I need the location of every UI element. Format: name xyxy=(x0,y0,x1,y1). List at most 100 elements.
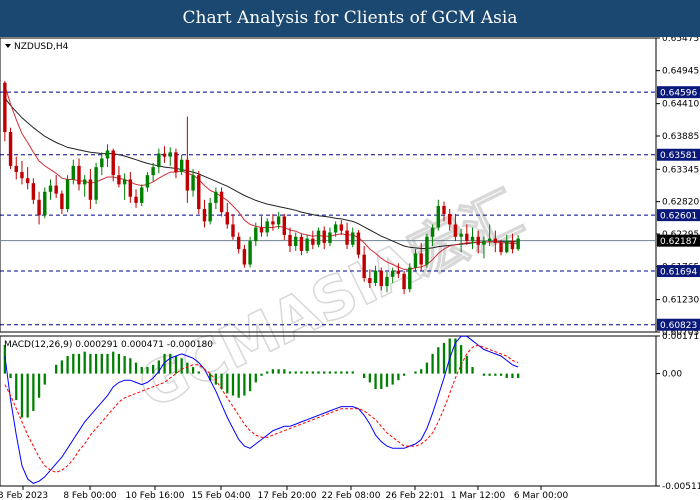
candle-body xyxy=(65,179,70,210)
candle-body xyxy=(236,236,241,250)
candle xyxy=(322,226,326,250)
candle xyxy=(425,233,429,268)
candle xyxy=(476,230,480,254)
candle-body xyxy=(259,227,264,233)
time-tick-label: 3 Feb 2023 xyxy=(0,491,48,500)
candle-body xyxy=(276,216,281,225)
level-price-tag: 0.64596 xyxy=(657,86,700,99)
candle xyxy=(31,178,36,205)
candle xyxy=(362,246,366,282)
time-tick-label: 1 Mar 12:00 xyxy=(451,491,506,500)
candle-body xyxy=(151,167,155,176)
macd-tick-label: -0.005118 xyxy=(662,482,700,492)
candle xyxy=(60,190,64,214)
page-title: Chart Analysis for Clients of GCM Asia xyxy=(182,8,518,28)
candle-body xyxy=(419,253,423,265)
candle xyxy=(413,249,418,272)
candle-body xyxy=(174,152,178,173)
candle-body xyxy=(134,196,138,203)
candle xyxy=(145,172,150,192)
candle xyxy=(493,230,498,253)
candle xyxy=(37,191,41,225)
candle xyxy=(305,234,309,254)
candle xyxy=(242,244,247,268)
candle xyxy=(259,216,264,237)
time-tick-label: 17 Feb 20:00 xyxy=(257,491,316,500)
level-tag-label: 0.62187 xyxy=(660,237,697,247)
candle-body xyxy=(282,216,287,235)
candle-body xyxy=(499,242,503,253)
candle xyxy=(333,221,338,237)
candle xyxy=(271,213,275,231)
macd-signal-line xyxy=(4,344,519,473)
price-tick-label: 0.64945 xyxy=(662,67,699,77)
candle xyxy=(442,201,446,222)
level-price-tag: 0.61694 xyxy=(657,265,700,278)
title-bar: Chart Analysis for Clients of GCM Asia xyxy=(0,0,700,37)
candle-body xyxy=(128,179,133,197)
candle xyxy=(236,232,241,254)
candle xyxy=(294,232,298,251)
candle xyxy=(117,165,121,188)
candle-body xyxy=(31,183,36,200)
candle xyxy=(447,209,452,231)
candle xyxy=(25,167,30,190)
candle xyxy=(197,170,201,214)
macd-tick-label: 0.00 xyxy=(662,370,682,380)
candle-body xyxy=(231,224,235,237)
candle xyxy=(202,199,207,228)
candle-body xyxy=(179,159,184,173)
candle xyxy=(231,213,235,240)
candle xyxy=(179,154,184,176)
candle xyxy=(470,227,475,250)
candle-body xyxy=(214,191,218,203)
candle-body xyxy=(482,241,486,245)
time-tick-label: 6 Mar 00:00 xyxy=(514,491,569,500)
candle-body xyxy=(197,175,201,210)
candle-body xyxy=(117,175,121,185)
candle xyxy=(208,197,212,225)
candle xyxy=(482,236,486,259)
macd-panel-frame xyxy=(0,335,657,487)
candle-body xyxy=(425,236,429,265)
candle-body xyxy=(373,270,378,283)
candle xyxy=(14,156,18,180)
candle-body xyxy=(77,165,81,185)
candle xyxy=(43,187,47,219)
candle xyxy=(219,187,224,217)
candle xyxy=(276,212,281,229)
candle xyxy=(214,187,218,210)
candle-body xyxy=(311,238,315,245)
candle xyxy=(140,184,144,206)
time-tick-label: 26 Feb 22:01 xyxy=(385,491,444,500)
level-tag-label: 0.60823 xyxy=(660,321,697,331)
candle-body xyxy=(105,150,110,159)
candle-body xyxy=(225,212,229,225)
candle-body xyxy=(362,254,366,279)
candle-body xyxy=(20,172,24,179)
candle-body xyxy=(345,230,349,245)
candle-body xyxy=(465,233,469,242)
macd-line xyxy=(4,335,519,484)
candle-body xyxy=(385,276,389,287)
candle xyxy=(185,116,190,203)
candle xyxy=(419,242,423,271)
level-tag-label: 0.63581 xyxy=(660,151,697,161)
candle-body xyxy=(476,236,480,245)
candle xyxy=(459,228,463,253)
candle-body xyxy=(413,253,418,268)
candle-body xyxy=(299,236,304,251)
candle xyxy=(191,168,195,197)
price-tick-label: 0.60705 xyxy=(662,328,699,338)
candle xyxy=(316,227,321,248)
candle-body xyxy=(48,185,53,192)
level-tag-background xyxy=(657,148,700,161)
candle-body xyxy=(470,236,475,242)
candle-body xyxy=(493,238,498,243)
candle xyxy=(3,80,7,142)
candle xyxy=(311,230,315,250)
candle xyxy=(328,227,332,247)
candle-body xyxy=(219,191,224,213)
moving-average-black xyxy=(4,97,519,249)
